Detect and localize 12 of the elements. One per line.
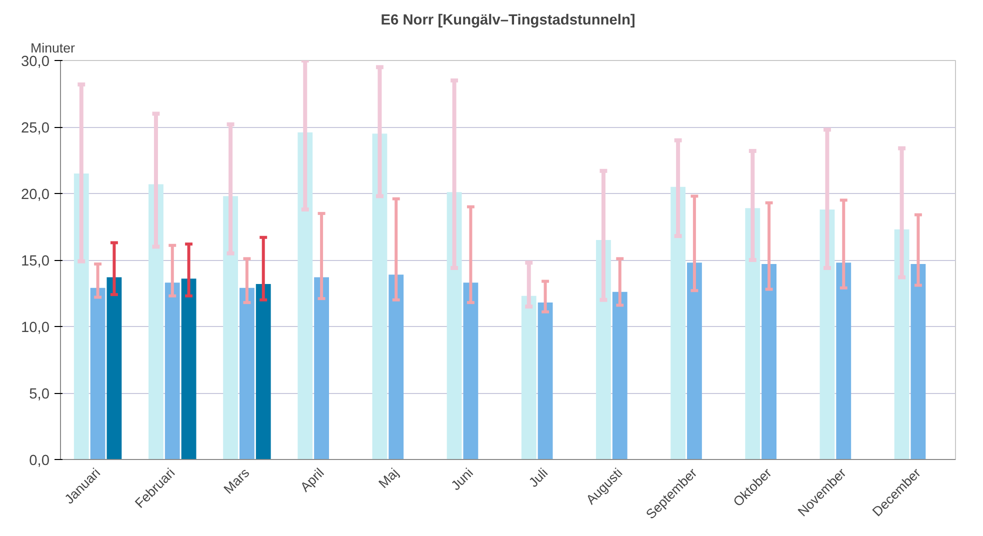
y-tick-label: 30,0 bbox=[20, 54, 50, 70]
y-tick-label: 5,0 bbox=[29, 386, 50, 402]
x-tick-label: Maj bbox=[376, 465, 402, 491]
y-tick-label: 0,0 bbox=[29, 453, 50, 469]
y-tick-label: 20,0 bbox=[20, 187, 50, 203]
x-tick-label: Juli bbox=[526, 465, 551, 490]
y-tick-label: 10,0 bbox=[20, 320, 50, 336]
y-tick-label: 15,0 bbox=[20, 254, 50, 270]
chart-title: E6 Norr [Kungälv–Tingstadstunneln] bbox=[380, 12, 636, 28]
x-tick-label: Juni bbox=[448, 465, 476, 494]
y-tick-label: 25,0 bbox=[20, 120, 50, 136]
y-axis-title: Minuter bbox=[30, 40, 76, 56]
